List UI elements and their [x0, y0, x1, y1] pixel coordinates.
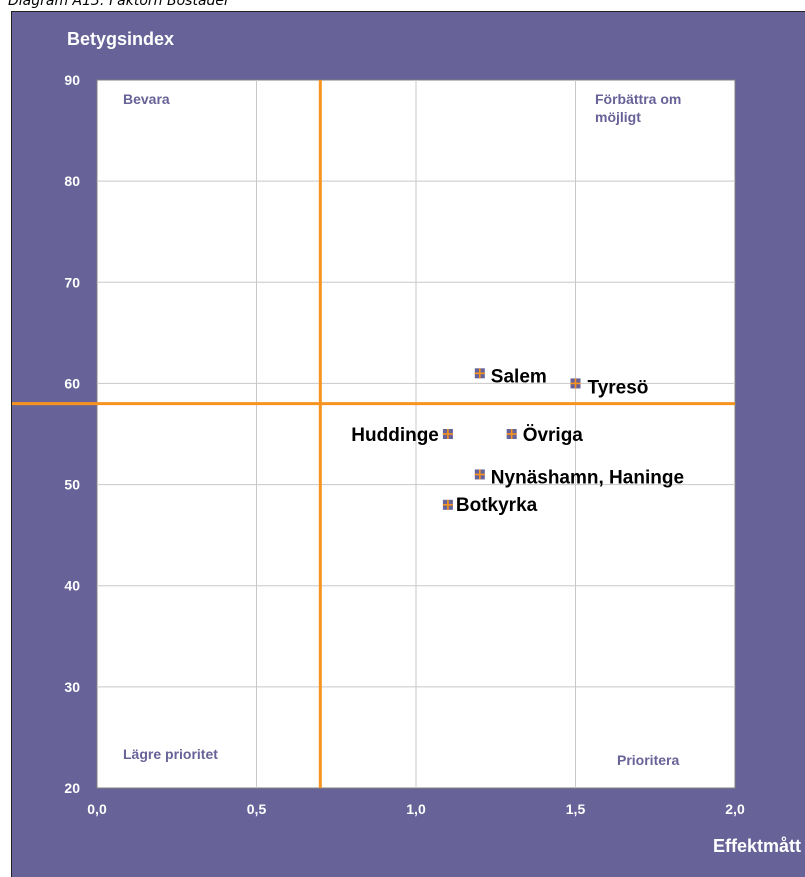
- quadrant-labels: Bevara Förbättra om möjligt Lägre priori…: [123, 91, 681, 768]
- y-tick-label: 80: [64, 173, 80, 189]
- data-point: Salem: [474, 366, 547, 387]
- x-axis-title: Effektmått: [713, 836, 801, 856]
- y-tick-label: 30: [64, 679, 80, 695]
- x-tick-label: 0,5: [247, 801, 267, 817]
- y-tick-label: 70: [64, 274, 80, 290]
- gridlines: [97, 80, 735, 788]
- quadrant-label-forbattra-line1: Förbättra om: [595, 91, 681, 107]
- x-tick-label: 1,0: [406, 801, 426, 817]
- point-label: Salem: [491, 366, 547, 387]
- y-axis-title: Betygsindex: [67, 29, 174, 49]
- figure-caption: Diagram A13: Faktorn Bostäder: [8, 0, 230, 9]
- y-tick-label: 60: [64, 375, 80, 391]
- point-label: Nynäshamn, Haninge: [491, 467, 684, 488]
- point-label: Botkyrka: [456, 495, 538, 516]
- quadrant-label-prioritera: Prioritera: [617, 752, 679, 768]
- point-label: Tyresö: [588, 377, 649, 398]
- x-axis-ticks: 0,0 0,5 1,0 1,5 2,0: [87, 801, 745, 817]
- reference-lines: [12, 80, 735, 788]
- quadrant-label-bevara: Bevara: [123, 91, 170, 107]
- point-label: Övriga: [523, 425, 584, 446]
- data-points: Salem Tyresö Huddinge Övriga Nynäshamn, Hani…: [351, 366, 684, 515]
- data-point: Övriga: [506, 425, 584, 446]
- point-label: Huddinge: [351, 425, 439, 446]
- quadrant-label-forbattra-line2: möjligt: [595, 109, 641, 125]
- y-tick-label: 40: [64, 578, 80, 594]
- y-tick-label: 90: [64, 72, 80, 88]
- y-tick-label: 20: [64, 780, 80, 796]
- x-tick-label: 2,0: [725, 801, 745, 817]
- data-point: Huddinge: [351, 425, 453, 446]
- x-tick-label: 0,0: [87, 801, 107, 817]
- y-axis-ticks: 20 30 40 50 60 70 80 90: [64, 72, 80, 796]
- data-point: Nynäshamn, Haninge: [474, 467, 684, 488]
- x-tick-label: 1,5: [566, 801, 586, 817]
- data-point: Tyresö: [570, 377, 649, 398]
- y-tick-label: 50: [64, 477, 80, 493]
- data-point: Botkyrka: [442, 495, 538, 516]
- quadrant-label-lagre-prioritet: Lägre prioritet: [123, 746, 218, 762]
